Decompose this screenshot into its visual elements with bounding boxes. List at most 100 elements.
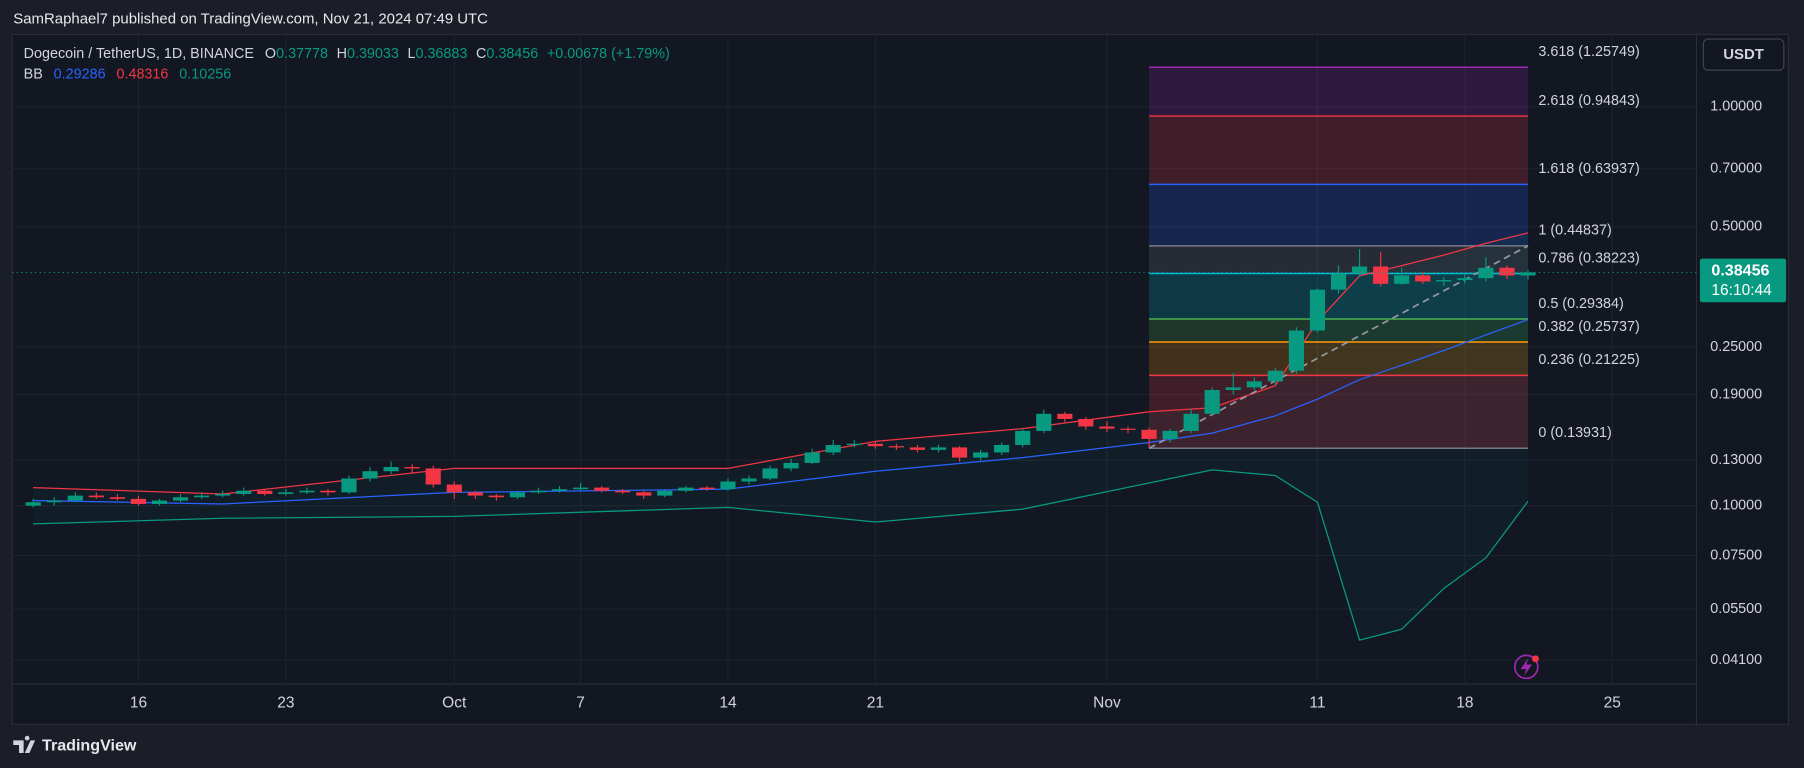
candle-body	[1520, 272, 1536, 276]
alert-icon[interactable]	[1513, 654, 1539, 680]
candle-body	[1078, 418, 1094, 427]
candle-body	[657, 490, 673, 496]
y-tick-label: 0.05500	[1710, 601, 1762, 617]
fib-zone	[1149, 319, 1529, 342]
candle-body	[551, 489, 568, 491]
candle-body	[130, 498, 147, 504]
fib-label: 0.786 (0.38223)	[1538, 250, 1639, 266]
legend-close: 0.38456	[486, 46, 538, 62]
candle-body	[320, 490, 336, 493]
candle-body	[888, 446, 904, 448]
candle-body	[341, 478, 357, 493]
legend-line: Dogecoin / TetherUS, 1D, BINANCE O0.3777…	[24, 46, 670, 62]
candle-body	[1183, 413, 1199, 431]
candle-body	[88, 495, 104, 498]
legend-low: 0.36883	[415, 46, 467, 62]
fib-label: 3.618 (1.25749)	[1538, 44, 1639, 60]
publisher-line: SamRaphael7 published on TradingView.com…	[13, 10, 488, 27]
candle-body	[404, 467, 420, 469]
candle-body	[236, 490, 252, 494]
fib-zone	[1149, 341, 1529, 376]
price-tag	[1699, 258, 1787, 303]
fib-label: 0 (0.13931)	[1538, 425, 1611, 441]
y-tick-label: 0.50000	[1710, 219, 1762, 235]
bb-legend: BB 0.29286 0.48316 0.10256	[24, 67, 232, 83]
candle-body	[1120, 428, 1136, 430]
candle-body	[678, 487, 694, 491]
legend-low-label: L	[407, 46, 415, 62]
candle-body	[994, 444, 1010, 453]
y-tick-label: 0.04100	[1710, 652, 1762, 668]
candle-body	[1057, 413, 1073, 419]
legend-open-label: O	[265, 46, 276, 62]
candle-body	[573, 487, 589, 490]
candle-body	[509, 492, 526, 498]
candle-body	[257, 490, 273, 494]
price-tag-value: 0.38456	[1711, 262, 1769, 280]
fib-label: 0.382 (0.25737)	[1538, 319, 1639, 335]
currency[interactable]: USDT	[1723, 46, 1764, 63]
candle-body	[636, 492, 652, 496]
candle-body	[1099, 426, 1115, 429]
x-tick-label: 25	[1604, 695, 1621, 712]
candle-body	[930, 447, 947, 450]
candle-body	[467, 492, 483, 496]
fib-label: 1.618 (0.63937)	[1538, 161, 1639, 177]
candle-body	[783, 462, 799, 469]
candle-body	[488, 495, 504, 498]
alert-ring[interactable]	[1513, 654, 1539, 680]
footer-brand: TradingView	[42, 736, 137, 754]
fib-zone	[1149, 67, 1529, 117]
candle-body	[25, 502, 41, 506]
y-tick-label: 0.19000	[1710, 386, 1762, 402]
candle-body	[1141, 429, 1157, 439]
x-tick-label: 14	[719, 695, 737, 712]
bb-upper-value: 0.48316	[116, 67, 168, 83]
candle-body	[720, 481, 736, 490]
bb-name: BB	[24, 67, 43, 83]
bb-basis-value: 0.29286	[54, 67, 106, 83]
candle-body	[1478, 267, 1494, 279]
x-tick-label: Oct	[442, 695, 467, 712]
candle-body	[973, 452, 989, 458]
candle-body	[594, 487, 610, 491]
candle-body	[362, 471, 378, 479]
candle-body	[1436, 280, 1452, 282]
x-tick-label: 11	[1309, 695, 1325, 712]
candle-body	[151, 500, 168, 504]
price-tag-timer: 16:10:44	[1711, 282, 1772, 299]
candle-body	[1225, 387, 1241, 391]
candle-body	[867, 443, 883, 447]
candle-body	[1373, 266, 1389, 284]
candle-body	[67, 495, 83, 501]
candle-body	[762, 468, 778, 479]
candle-body	[1288, 330, 1304, 371]
candle-body	[699, 487, 715, 490]
candle-body	[172, 497, 189, 501]
candle-body	[194, 495, 210, 498]
candle-body	[530, 490, 547, 493]
footer-logo	[13, 735, 36, 754]
candle-body	[804, 452, 820, 463]
candle-body	[1330, 273, 1347, 290]
x-tick-label: 16	[130, 695, 147, 712]
y-tick-label: 0.70000	[1710, 160, 1762, 176]
candle-body	[825, 444, 841, 453]
candle-body	[1457, 278, 1473, 281]
legend-change: +0.00678 (+1.79%)	[547, 46, 670, 62]
candle-body	[1394, 275, 1410, 284]
candle-body	[1309, 289, 1326, 331]
x-tick-label: Nov	[1093, 695, 1121, 712]
fib-label: 0.236 (0.21225)	[1538, 352, 1639, 368]
alert-bolt[interactable]	[1520, 657, 1533, 677]
candle-body	[383, 467, 399, 472]
candle-body	[846, 443, 862, 445]
y-tick-label: 0.25000	[1710, 339, 1762, 355]
legend-high: 0.39033	[347, 46, 399, 62]
x-tick-label: 23	[277, 695, 294, 712]
bb-lower	[33, 469, 1529, 641]
currency-button[interactable]	[1702, 38, 1785, 71]
candle-body	[741, 478, 757, 482]
fib-label: 2.618 (0.94843)	[1538, 93, 1639, 109]
